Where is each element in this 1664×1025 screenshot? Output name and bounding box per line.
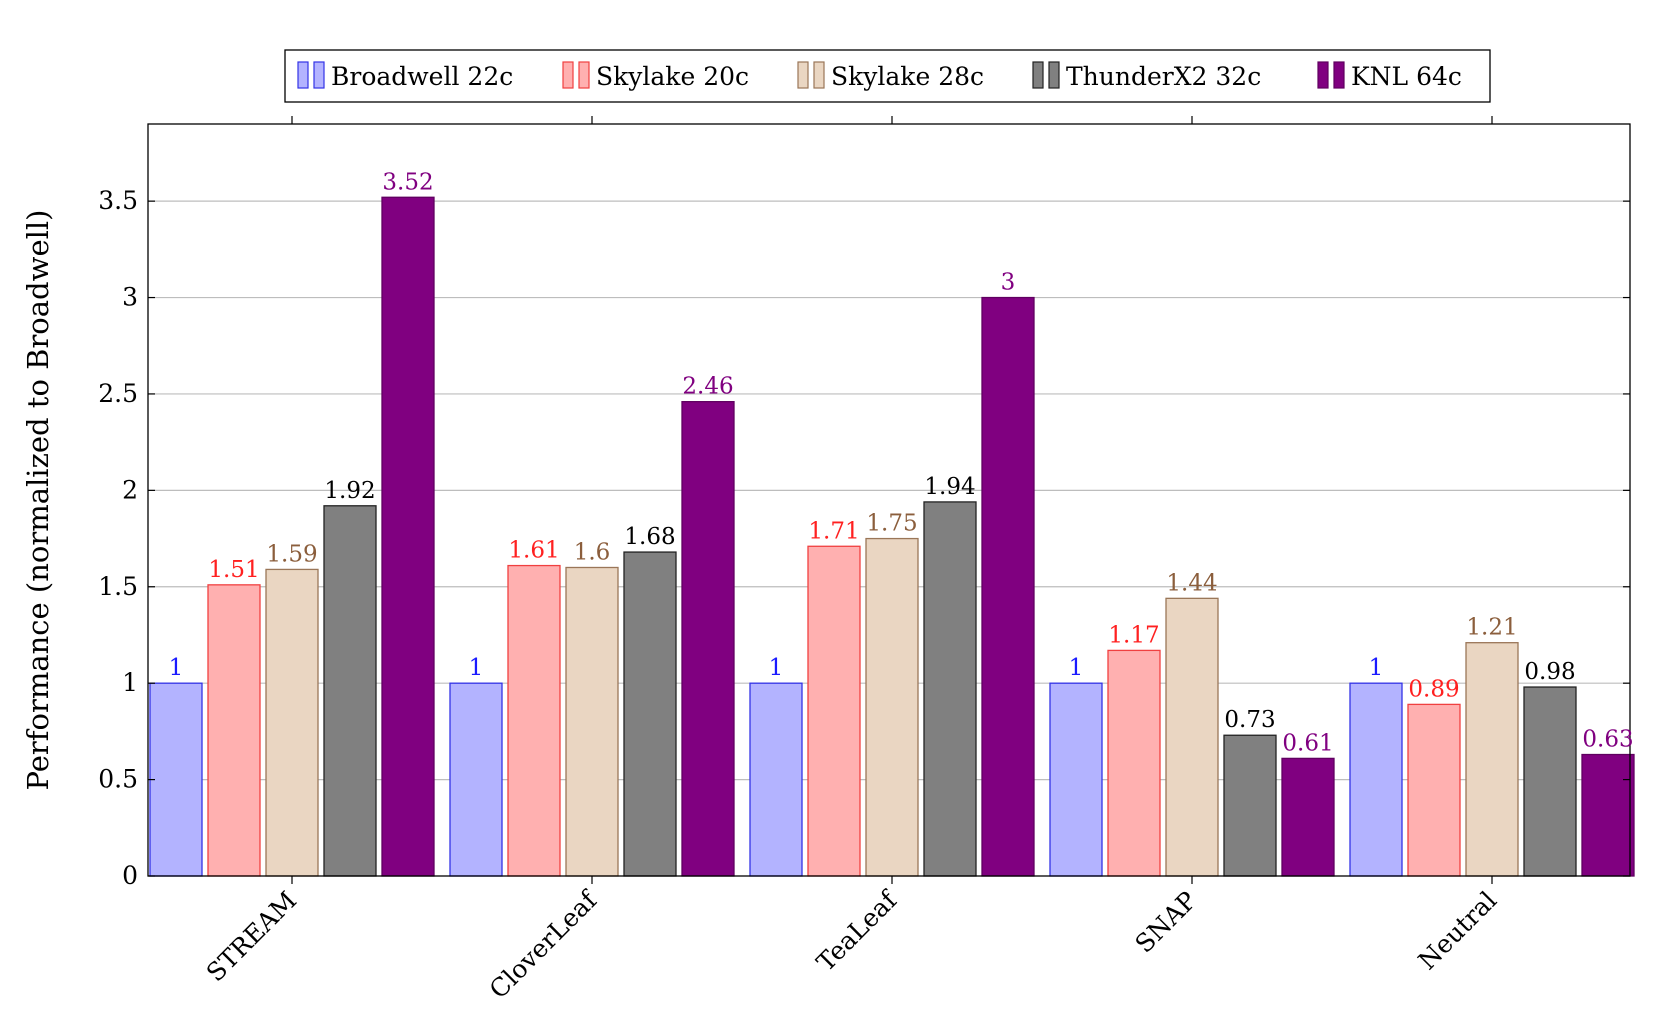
data-label: 1.59	[266, 541, 317, 567]
data-label: 1.44	[1166, 570, 1217, 596]
legend-swatch	[313, 61, 325, 89]
data-label: 1.6	[574, 539, 611, 565]
data-label: 0.73	[1224, 707, 1275, 733]
bar	[1165, 597, 1219, 877]
data-label: 0.61	[1282, 730, 1333, 756]
data-label: 1	[1369, 655, 1384, 681]
data-label: 1.71	[808, 518, 859, 544]
bar	[1049, 682, 1103, 877]
bar	[1465, 642, 1519, 877]
category-label: STREAM	[201, 886, 302, 987]
data-label: 1.17	[1108, 622, 1159, 648]
bar	[623, 551, 677, 877]
legend: Broadwell 22c Skylake 20c Skylake 28c Thund…	[284, 49, 1491, 103]
bar	[1407, 703, 1461, 877]
bars	[149, 196, 1635, 877]
data-label: 3	[1001, 270, 1016, 296]
bar	[865, 537, 919, 877]
data-label: 0.89	[1408, 676, 1459, 702]
data-labels: 1 1.51 1.59 1.92 3.52 1 1.61 1.6 1.68 2.46 1 1.71 1.…	[169, 169, 1634, 756]
data-label: 1.21	[1466, 615, 1517, 641]
data-label: 1.68	[624, 524, 675, 550]
legend-swatch	[562, 61, 574, 89]
legend-label: Skylake 20c	[596, 62, 749, 91]
data-label: 1.75	[866, 511, 917, 537]
data-label: 1.61	[508, 538, 559, 564]
legend-swatch	[1317, 61, 1329, 89]
data-label: 1	[469, 655, 484, 681]
data-label: 1.51	[208, 557, 259, 583]
bar	[1281, 757, 1335, 877]
data-label: 1.92	[324, 478, 375, 504]
y-tick-label: 3	[122, 283, 138, 312]
category-label: SNAP	[1129, 886, 1202, 959]
data-label: 1	[769, 655, 784, 681]
legend-swatch	[1048, 61, 1060, 89]
data-label: 3.52	[382, 169, 433, 195]
data-label: 0.98	[1524, 659, 1575, 685]
bar	[1107, 649, 1161, 877]
bar	[923, 501, 977, 877]
y-tick-label: 1.5	[98, 572, 138, 601]
legend-swatch	[297, 61, 309, 89]
y-axis-title: Performance (normalized to Broadwell)	[21, 210, 55, 791]
bar	[681, 401, 735, 877]
data-label: 2.46	[682, 374, 733, 400]
bar	[323, 505, 377, 877]
bar	[1523, 686, 1577, 877]
bar	[381, 196, 435, 877]
bar	[981, 296, 1035, 877]
category-label: Neutral	[1413, 886, 1503, 976]
legend-swatch	[578, 61, 590, 89]
legend-label: Broadwell 22c	[331, 62, 513, 91]
legend-label: ThunderX2 32c	[1066, 62, 1261, 91]
bar	[507, 564, 561, 877]
legend-swatch	[1333, 61, 1345, 89]
bar	[565, 566, 619, 877]
category-label: TeaLeaf	[811, 885, 903, 977]
bar	[1349, 682, 1403, 877]
data-label: 1	[169, 655, 184, 681]
data-label: 1.94	[924, 474, 975, 500]
legend-swatch	[813, 61, 825, 89]
data-label: 0.63	[1582, 727, 1633, 753]
y-tick-label: 0.5	[98, 765, 138, 794]
bar	[449, 682, 503, 877]
legend-swatch	[797, 61, 809, 89]
data-label: 1	[1069, 655, 1084, 681]
y-tick-label: 3.5	[98, 186, 138, 215]
legend-swatch	[1032, 61, 1044, 89]
y-tick-label: 0	[122, 861, 138, 890]
bar	[1223, 734, 1277, 877]
bar	[149, 682, 203, 877]
bar	[749, 682, 803, 877]
legend-label: Skylake 28c	[831, 62, 984, 91]
legend-box	[284, 49, 1491, 103]
y-tick-label: 2	[122, 475, 138, 504]
bar	[1581, 753, 1635, 877]
bar	[207, 584, 261, 877]
bar	[807, 545, 861, 877]
y-tick-label: 2.5	[98, 379, 138, 408]
plot-frame	[147, 123, 1631, 877]
legend-label: KNL 64c	[1351, 62, 1462, 91]
y-tick-label: 1	[122, 668, 138, 697]
bar	[265, 568, 319, 877]
category-label: CloverLeaf	[484, 885, 604, 1005]
